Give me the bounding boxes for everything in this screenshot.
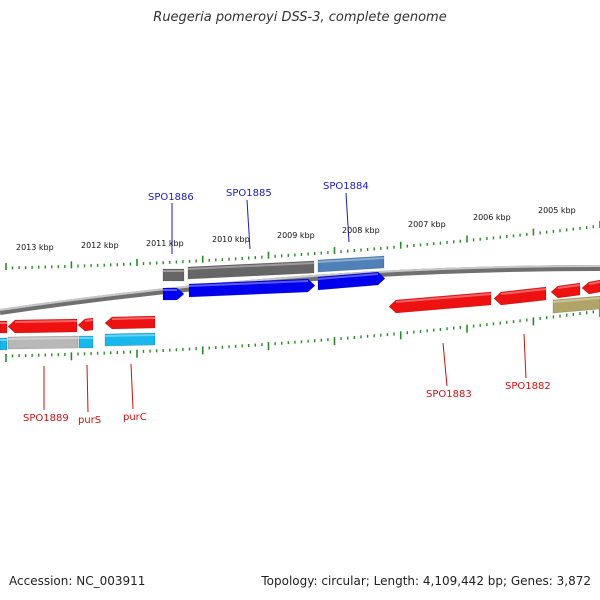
scale-label-2011: 2011 kbp	[146, 239, 184, 248]
labels-layer: 2013 kbp 2012 kbp 2011 kbp 2010 kbp 2009…	[16, 181, 576, 426]
gene-block-cyan-purs-highlight	[79, 337, 93, 339]
gene-block-gray-spo1885-highlight	[188, 262, 314, 270]
gene-cds-spo1883-highlight	[396, 293, 491, 303]
gene-cds-right-b[interactable]	[581, 279, 600, 295]
gene-label-spo1889[interactable]: SPO1889	[23, 413, 69, 424]
gene-cds-spo1889[interactable]	[7, 318, 78, 334]
gene-cds-spo1885[interactable]	[188, 278, 316, 298]
gene-block-gray-spo1885[interactable]	[187, 260, 315, 280]
label-leaders	[43, 192, 527, 413]
gene-cds-spo1884-highlight	[318, 273, 378, 280]
gene-label-spo1882[interactable]: SPO1882	[505, 381, 551, 392]
scale-label-2012: 2012 kbp	[81, 241, 119, 250]
accession-text: Accession: NC_003911	[9, 574, 146, 588]
gene-label-purc[interactable]: purC	[123, 412, 147, 423]
gene-cds-spo1882-highlight	[501, 288, 546, 295]
leader-spo1883	[442, 342, 448, 387]
gene-block-cyan-purc[interactable]	[104, 332, 156, 347]
scale-label-2007: 2007 kbp	[408, 220, 446, 229]
gene-cds-right-a-highlight	[558, 284, 580, 289]
genome-summary-text: Topology: circular; Length: 4,109,442 bp…	[261, 574, 591, 588]
leader-purs	[86, 364, 89, 413]
gene-block-olive-right-highlight	[553, 297, 600, 303]
gene-block-olive-right[interactable]	[552, 295, 600, 314]
scale-label-2006: 2006 kbp	[473, 213, 511, 222]
scale-label-2013: 2013 kbp	[16, 243, 54, 252]
upper-scale-ruler	[5, 221, 600, 270]
scale-label-2008: 2008 kbp	[342, 226, 380, 235]
gene-cds-spo1889-highlight	[15, 320, 77, 323]
scale-label-2009: 2009 kbp	[277, 231, 315, 240]
gene-cds-purc[interactable]	[104, 315, 156, 330]
leader-purc	[130, 363, 134, 410]
gene-block-steel-spo1884-highlight	[318, 257, 384, 263]
gene-block-silver-spo1889[interactable]	[7, 335, 79, 350]
leader-spo1882	[523, 333, 527, 379]
gene-cds-purc-highlight	[112, 317, 155, 320]
gene-label-spo1886[interactable]: SPO1886	[148, 192, 194, 203]
gene-block-cyan-purc-highlight	[105, 334, 155, 337]
gene-block-silver-spo1889-highlight	[8, 337, 78, 340]
gene-cds-spo1884[interactable]	[317, 271, 386, 291]
gene-block-gray-spo1886[interactable]	[162, 268, 185, 282]
map-title: Ruegeria pomeroyi DSS-3, complete genome	[153, 10, 447, 25]
gene-cds-left-edge[interactable]	[0, 320, 8, 334]
gene-cds-left-edge-highlight	[0, 322, 7, 324]
gene-cds-spo1886[interactable]	[162, 287, 185, 301]
gene-cds-right-b-highlight	[589, 281, 600, 285]
gene-features	[0, 255, 600, 351]
scale-label-2010: 2010 kbp	[212, 235, 250, 244]
gene-cds-purs[interactable]	[77, 317, 94, 332]
gene-block-gray-spo1886-highlight	[163, 270, 184, 272]
gene-block-cyan-left[interactable]	[0, 337, 8, 351]
gene-cds-right-a[interactable]	[550, 282, 581, 299]
gene-cds-spo1882[interactable]	[493, 286, 547, 306]
gene-label-purs[interactable]: purS	[78, 415, 101, 426]
gene-cds-spo1886-highlight	[163, 289, 177, 291]
scale-label-2005: 2005 kbp	[538, 206, 576, 215]
genome-backbone	[0, 265, 600, 315]
leader-spo1885	[246, 199, 251, 250]
gene-block-cyan-purs[interactable]	[78, 335, 94, 349]
lower-scale-ruler	[5, 309, 600, 362]
gene-cds-purs-highlight	[85, 319, 93, 322]
genome-backbone-highlight	[0, 265, 600, 311]
gene-label-spo1884[interactable]: SPO1884	[323, 181, 369, 192]
gene-label-spo1885[interactable]: SPO1885	[226, 188, 272, 199]
gene-block-steel-spo1884[interactable]	[317, 255, 385, 273]
gene-label-spo1883[interactable]: SPO1883	[426, 389, 472, 400]
gene-cds-spo1885-highlight	[189, 280, 308, 287]
gene-cds-spo1883[interactable]	[388, 291, 492, 314]
leader-spo1884	[345, 192, 350, 243]
gene-block-cyan-left-highlight	[0, 339, 7, 341]
